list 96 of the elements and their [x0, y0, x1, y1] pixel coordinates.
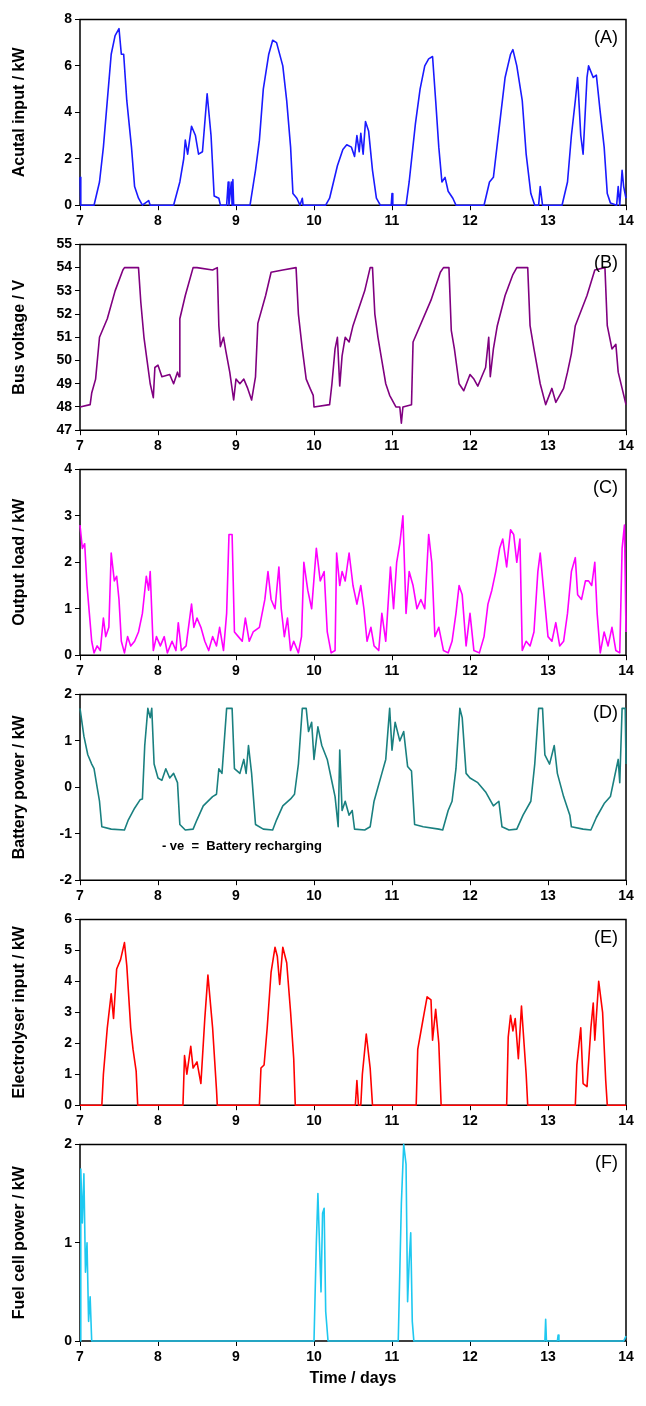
x-tick-label: 14 — [618, 1112, 634, 1129]
y-axis-title: Acutal input / kW — [10, 46, 28, 178]
x-tick-label: 13 — [540, 212, 556, 229]
y-tick-label: 0 — [64, 778, 73, 795]
x-tick-label: 11 — [384, 1112, 400, 1129]
x-tick-label: 9 — [232, 1112, 241, 1129]
y-tick-label: 48 — [56, 397, 73, 414]
x-tick-label: 12 — [462, 212, 478, 229]
x-tick-label: 12 — [462, 1348, 478, 1365]
y-tick-label: 1 — [64, 1233, 73, 1250]
x-tick-label: 14 — [618, 887, 634, 904]
y-tick-label: 0 — [64, 646, 73, 663]
x-tick-label: 9 — [232, 212, 241, 229]
x-tick-label: 7 — [76, 1112, 85, 1129]
y-tick-label: 1 — [64, 731, 73, 748]
y-tick-label: 52 — [56, 304, 73, 321]
y-tick-label: 50 — [56, 351, 73, 368]
annotation: (C) — [593, 477, 618, 498]
x-tick-label: 11 — [384, 662, 400, 679]
y-axis-title: Fuel cell power / kW — [10, 1165, 28, 1320]
y-tick-label: 54 — [56, 258, 73, 275]
y-tick-label: 2 — [64, 1034, 73, 1051]
y-tick-label: 1 — [64, 599, 73, 616]
x-tick-label: 10 — [306, 1348, 322, 1365]
x-tick-label: 7 — [76, 662, 85, 679]
y-tick-label: 55 — [56, 235, 73, 252]
x-tick-label: 12 — [462, 1112, 478, 1129]
y-tick-label: 8 — [64, 10, 73, 27]
annotation: (A) — [594, 27, 618, 48]
y-axis-title: Bus voltage / V — [10, 279, 28, 395]
x-tick-label: 10 — [306, 662, 322, 679]
y-tick-label: 2 — [64, 149, 73, 166]
x-tick-label: 14 — [618, 662, 634, 679]
x-tick-label: 13 — [540, 1112, 556, 1129]
y-tick-label: 6 — [64, 56, 73, 73]
x-tick-label: 14 — [618, 437, 634, 454]
y-axis-title: Battery power / kW — [10, 714, 28, 860]
y-tick-label: 6 — [64, 910, 73, 927]
x-tick-label: 7 — [76, 1348, 85, 1365]
y-tick-label: 4 — [64, 103, 73, 120]
x-tick-label: 12 — [462, 887, 478, 904]
y-tick-label: 3 — [64, 506, 73, 523]
y-axis-title: Electrolyser input / kW — [10, 925, 28, 1099]
x-tick-label: 12 — [462, 662, 478, 679]
y-tick-label: 2 — [64, 685, 73, 702]
x-tick-label: 7 — [76, 212, 85, 229]
y-tick-label: -2 — [59, 871, 73, 888]
x-tick-label: 11 — [384, 437, 400, 454]
x-tick-label: 12 — [462, 437, 478, 454]
x-tick-label: 7 — [76, 887, 85, 904]
x-tick-label: 14 — [618, 1348, 634, 1365]
y-tick-label: 0 — [64, 1096, 73, 1113]
x-tick-label: 13 — [540, 887, 556, 904]
y-tick-label: 2 — [64, 1135, 73, 1152]
x-tick-label: 11 — [384, 1348, 400, 1365]
x-tick-label: 13 — [540, 437, 556, 454]
y-tick-label: 3 — [64, 1003, 73, 1020]
x-tick-label: 8 — [154, 1112, 163, 1129]
x-tick-label: 8 — [154, 1348, 163, 1365]
x-axis-title: Time / days — [309, 1368, 397, 1386]
y-tick-label: 53 — [56, 281, 73, 298]
x-tick-label: 11 — [384, 212, 400, 229]
x-tick-label: 10 — [306, 887, 322, 904]
y-tick-label: 2 — [64, 553, 73, 570]
x-tick-label: 8 — [154, 662, 163, 679]
annotation: (D) — [593, 702, 618, 723]
y-axis-title: Output load / kW — [10, 497, 28, 626]
x-tick-label: 11 — [384, 887, 400, 904]
x-tick-label: 10 — [306, 1112, 322, 1129]
x-tick-label: 13 — [540, 1348, 556, 1365]
annotation: (B) — [594, 252, 618, 273]
x-tick-label: 9 — [232, 887, 241, 904]
x-tick-label: 9 — [232, 437, 241, 454]
x-tick-label: 9 — [232, 1348, 241, 1365]
x-tick-label: 10 — [306, 212, 322, 229]
y-tick-label: 51 — [56, 328, 73, 345]
x-tick-label: 13 — [540, 662, 556, 679]
y-tick-label: 47 — [56, 421, 73, 438]
x-tick-label: 7 — [76, 437, 85, 454]
x-tick-label: 8 — [154, 212, 163, 229]
x-tick-label: 10 — [306, 437, 322, 454]
y-tick-label: 1 — [64, 1065, 73, 1082]
y-tick-label: -1 — [59, 824, 73, 841]
annotation: - ve = Battery recharging — [161, 838, 322, 854]
y-tick-label: 4 — [64, 972, 73, 989]
x-tick-label: 8 — [154, 437, 163, 454]
x-tick-label: 9 — [232, 662, 241, 679]
x-tick-label: 14 — [618, 212, 634, 229]
annotation: (F) — [595, 1152, 618, 1173]
y-tick-label: 5 — [64, 941, 73, 958]
y-tick-label: 0 — [64, 196, 73, 213]
y-tick-label: 0 — [64, 1331, 73, 1348]
y-tick-label: 4 — [64, 460, 73, 477]
y-tick-label: 49 — [56, 374, 73, 391]
x-tick-label: 8 — [154, 887, 163, 904]
annotation: (E) — [594, 927, 618, 948]
